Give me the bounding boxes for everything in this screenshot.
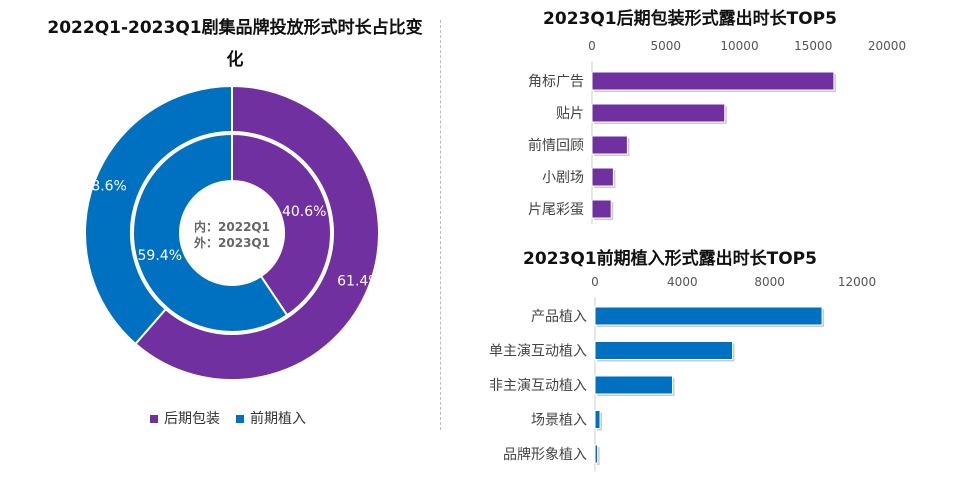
x-tick-label: 15000 (794, 39, 832, 53)
y-category-label: 小剧场 (542, 170, 584, 186)
donut-title: 2022Q1-2023Q1剧集品牌投放形式时长占比变化 (47, 18, 423, 70)
bar (594, 375, 674, 395)
x-tick-label: 4000 (667, 275, 698, 289)
y-category-label: 产品植入 (531, 309, 587, 325)
x-tick-label: 12000 (838, 275, 876, 289)
x-tick-label: 8000 (754, 275, 785, 289)
bar (591, 71, 835, 91)
bar (591, 135, 628, 155)
donut-center-label: 外：2023Q1 (194, 235, 270, 250)
donut-center-label: 内：2022Q1 (194, 219, 270, 234)
donut-label: 59.4% (138, 248, 182, 264)
bar1-title: 2023Q1后期包装形式露出时长TOP5 (543, 9, 837, 29)
bar-shadow (597, 447, 600, 465)
bar (594, 444, 599, 464)
x-tick-label: 0 (588, 39, 596, 53)
y-category-label: 单主演互动植入 (489, 344, 587, 360)
y-category-label: 前情回顾 (528, 137, 584, 154)
donut-slice-inner-0 (231, 132, 332, 317)
y-category-label: 片尾彩蛋 (528, 202, 584, 218)
y-category-label: 非主演互动植入 (489, 378, 587, 394)
bar (594, 410, 601, 429)
donut-label: 40.6% (282, 204, 326, 220)
donut-label: 38.6% (82, 178, 126, 194)
legend-item-pre: 前期植入 (236, 408, 306, 428)
y-category-label: 品牌形象植入 (503, 446, 587, 463)
bar-chart-pre: 0 4000 8000 12000 产品植入单主演互动植入非主演互动植入场景植入品牌形象… (489, 275, 876, 472)
x-tick-label: 0 (591, 275, 599, 289)
legend-item-post: 后期包装 (150, 408, 220, 428)
x-tick-label: 20000 (868, 39, 906, 53)
donut-slice-outer-1 (84, 84, 233, 346)
y-category-label: 角标广告 (528, 74, 584, 90)
bar (591, 199, 612, 219)
bar2-title: 2023Q1前期植入形式露出时长TOP5 (523, 249, 817, 269)
donut-slice-inner-1 (132, 132, 289, 333)
divider (440, 20, 441, 430)
bar (591, 103, 726, 123)
y-category-label: 贴片 (556, 106, 584, 122)
bar (591, 167, 614, 187)
donut-slice-outer-0 (134, 84, 380, 381)
x-tick-label: 5000 (650, 39, 681, 53)
x-tick-label: 10000 (720, 39, 758, 53)
donut-label: 61.4% (337, 274, 381, 290)
y-category-label: 场景植入 (531, 413, 587, 429)
donut-legend: 后期包装 前期植入 (150, 408, 306, 428)
bar (594, 306, 823, 326)
bar (594, 341, 734, 360)
